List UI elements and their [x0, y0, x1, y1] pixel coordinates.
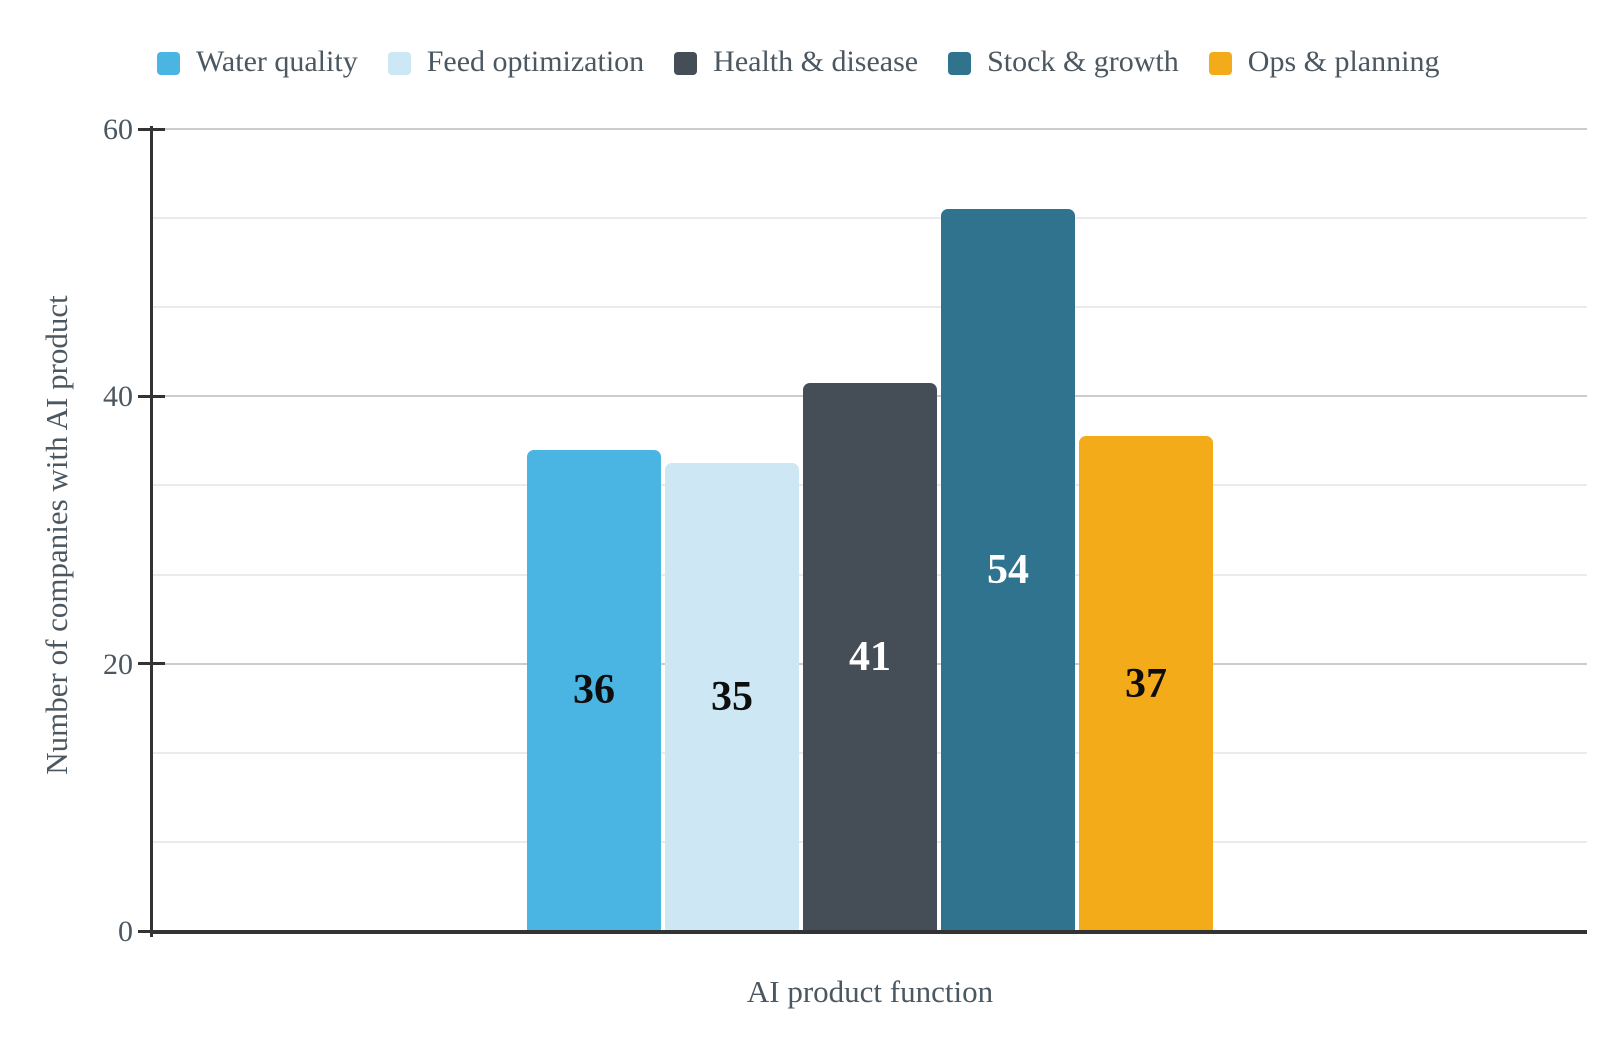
y-axis-title: Number of companies with AI product: [39, 295, 74, 775]
y-tick-label: 60: [103, 113, 133, 146]
legend-item-ops-planning: Ops & planning: [1208, 45, 1440, 80]
legend-swatch-icon: [674, 52, 698, 75]
minor-gridline: [153, 217, 1587, 220]
bar-value-label: 54: [987, 547, 1029, 594]
legend-label: Stock & growth: [987, 45, 1179, 78]
legend-label: Water quality: [196, 45, 358, 78]
legend-swatch-icon: [387, 52, 411, 75]
legend: Water quality Feed optimization Health & d…: [157, 47, 1439, 80]
bar-stock-growth: [941, 209, 1075, 931]
legend-swatch-icon: [948, 52, 972, 75]
y-axis-tick: [138, 127, 165, 131]
bar-value-label: 41: [849, 633, 891, 680]
y-axis-tick: [138, 394, 165, 398]
bar-feed-optimization: [665, 463, 799, 931]
legend-item-water-quality: Water quality: [157, 47, 358, 80]
x-axis-baseline: [150, 930, 1587, 934]
legend-item-feed-optimization: Feed optimization: [387, 45, 645, 80]
y-tick-label: 40: [103, 380, 133, 414]
y-axis-line: [150, 126, 153, 937]
minor-gridline: [153, 306, 1587, 309]
y-tick-label: 0: [118, 915, 133, 948]
legend-swatch-icon: [157, 52, 180, 75]
major-gridline: [153, 128, 1587, 130]
legend-label: Feed optimization: [426, 45, 645, 78]
bar-value-label: 36: [573, 667, 615, 714]
y-axis-tick: [138, 662, 165, 666]
bar-water-quality: [527, 449, 661, 931]
x-axis-title: AI product function: [746, 974, 994, 1009]
bar-value-label: 37: [1125, 660, 1167, 707]
legend-item-stock-growth: Stock & growth: [948, 47, 1179, 80]
y-axis-tick: [138, 929, 165, 933]
legend-swatch-icon: [1208, 52, 1232, 75]
y-tick-label: 20: [103, 647, 133, 681]
legend-label: Health & disease: [713, 45, 919, 78]
bar-ops-planning: [1079, 436, 1213, 931]
legend-label: Ops & planning: [1247, 45, 1440, 78]
bar-health-disease: [803, 382, 937, 931]
bar-value-label: 35: [711, 674, 753, 721]
legend-item-health-disease: Health & disease: [674, 47, 918, 80]
